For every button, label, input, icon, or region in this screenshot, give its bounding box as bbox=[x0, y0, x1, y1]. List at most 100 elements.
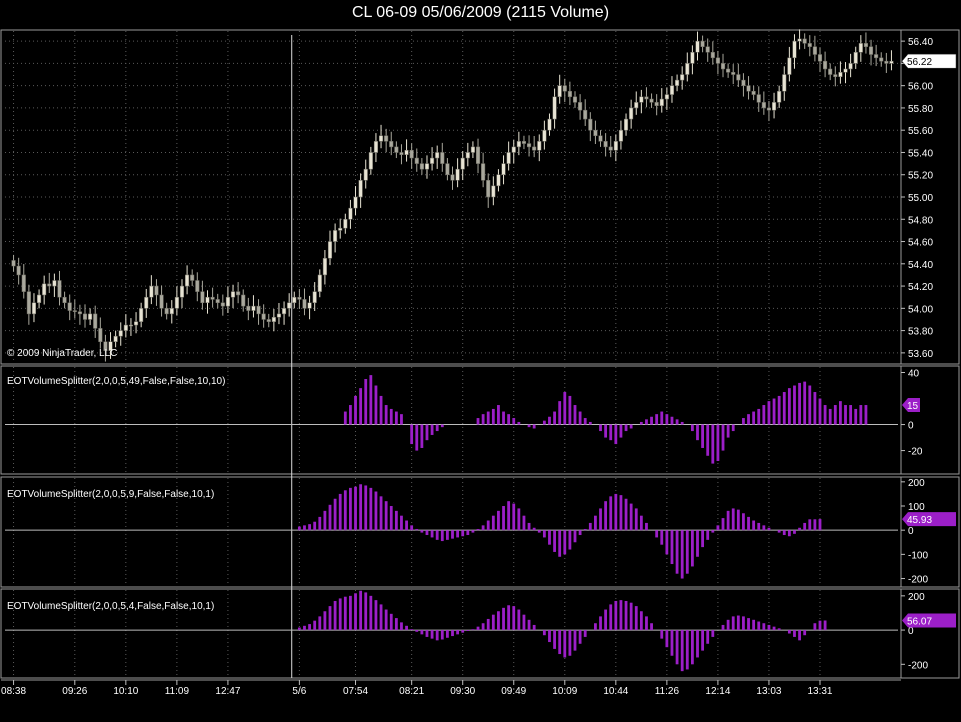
histogram-bar bbox=[844, 405, 847, 425]
candle-body bbox=[782, 74, 787, 92]
histogram-bar bbox=[818, 620, 822, 631]
candle-body bbox=[624, 118, 629, 131]
candle-body bbox=[307, 302, 312, 309]
histogram-bar bbox=[762, 623, 766, 631]
candle-body bbox=[741, 79, 746, 86]
candle-body bbox=[317, 274, 322, 292]
candle-body bbox=[373, 141, 378, 153]
indicator-tick-label: -20 bbox=[908, 447, 923, 458]
candle-body bbox=[868, 46, 874, 55]
candle-body bbox=[424, 163, 430, 170]
histogram-bar bbox=[548, 416, 551, 425]
candle-body bbox=[139, 308, 144, 322]
histogram-bar bbox=[742, 616, 745, 631]
price-tick-label: 54.20 bbox=[908, 282, 933, 293]
histogram-bar bbox=[665, 530, 669, 555]
histogram-bar bbox=[660, 411, 664, 425]
histogram-bar bbox=[711, 424, 715, 464]
price-tick-label: 56.00 bbox=[908, 82, 933, 93]
histogram-bar bbox=[394, 411, 398, 425]
histogram-bar bbox=[425, 424, 429, 441]
histogram-bar bbox=[308, 624, 311, 631]
candle-body bbox=[47, 283, 52, 287]
candle-body bbox=[118, 330, 123, 337]
histogram-bar bbox=[318, 616, 322, 631]
histogram-bar bbox=[491, 408, 495, 425]
histogram-bar bbox=[568, 530, 572, 550]
histogram-bar bbox=[369, 595, 373, 631]
histogram-bar bbox=[466, 630, 470, 631]
candle-body bbox=[787, 57, 792, 75]
histogram-bar bbox=[685, 530, 689, 574]
indicator-last-value-label: 45.93 bbox=[907, 515, 932, 526]
histogram-bar bbox=[655, 530, 659, 538]
candle-body bbox=[715, 57, 720, 64]
candle-body bbox=[812, 46, 817, 55]
histogram-bar bbox=[757, 522, 761, 531]
histogram-bar bbox=[614, 600, 618, 631]
histogram-bar bbox=[364, 379, 368, 425]
histogram-bar bbox=[486, 618, 490, 631]
histogram-bar bbox=[430, 530, 434, 538]
candle-body bbox=[77, 311, 82, 315]
histogram-bar bbox=[481, 525, 485, 531]
histogram-bar bbox=[624, 498, 628, 531]
candle-body bbox=[149, 285, 154, 298]
histogram-bar bbox=[767, 401, 771, 425]
histogram-bar bbox=[634, 508, 638, 531]
histogram-bar bbox=[609, 496, 613, 531]
histogram-bar bbox=[675, 630, 679, 665]
candle-body bbox=[414, 157, 419, 164]
price-tick-label: 55.20 bbox=[908, 171, 933, 182]
candle-body bbox=[843, 68, 848, 73]
histogram-bar bbox=[558, 630, 562, 655]
histogram-bar bbox=[502, 607, 505, 631]
candle-body bbox=[542, 129, 547, 142]
histogram-bar bbox=[645, 616, 648, 631]
candle-body bbox=[527, 143, 532, 148]
candle-body bbox=[322, 257, 327, 276]
candle-body bbox=[164, 308, 169, 315]
histogram-bar bbox=[680, 630, 684, 672]
histogram-bar bbox=[823, 405, 827, 425]
time-tick-label: 5/6 bbox=[292, 686, 306, 697]
candle-body bbox=[511, 146, 516, 153]
candle-body bbox=[358, 180, 363, 198]
histogram-bar bbox=[451, 630, 454, 637]
histogram-bar bbox=[297, 627, 301, 631]
indicator-last-value-marker bbox=[902, 613, 956, 628]
candle-body bbox=[72, 310, 77, 312]
histogram-bar bbox=[354, 395, 357, 425]
histogram-bar bbox=[548, 530, 551, 545]
candle-body bbox=[276, 313, 281, 318]
histogram-bar bbox=[563, 392, 567, 425]
histogram-bar bbox=[542, 420, 546, 425]
histogram-bar bbox=[726, 510, 730, 531]
histogram-bar bbox=[701, 630, 705, 651]
candle-body bbox=[103, 341, 108, 351]
price-tick-label: 54.00 bbox=[908, 304, 933, 315]
histogram-bar bbox=[706, 424, 710, 456]
histogram-bar bbox=[793, 385, 796, 425]
histogram-bar bbox=[364, 485, 368, 531]
histogram-bar bbox=[690, 424, 694, 432]
histogram-bar bbox=[619, 600, 623, 631]
histogram-bar bbox=[747, 618, 750, 631]
histogram-bar bbox=[512, 606, 516, 631]
last-price-marker bbox=[901, 53, 957, 69]
candle-body bbox=[261, 313, 266, 320]
histogram-bar bbox=[629, 602, 633, 631]
histogram-bar bbox=[303, 625, 306, 631]
candle-body bbox=[557, 85, 562, 98]
histogram-bar bbox=[497, 405, 500, 425]
histogram-bar bbox=[696, 424, 699, 441]
candle-body bbox=[338, 227, 343, 231]
histogram-bar bbox=[517, 508, 521, 531]
histogram-bar bbox=[706, 630, 710, 644]
histogram-bar bbox=[629, 424, 633, 429]
time-tick-label: 13:03 bbox=[756, 686, 781, 697]
histogram-bar bbox=[323, 611, 327, 631]
histogram-bar bbox=[374, 491, 378, 531]
histogram-bar bbox=[573, 630, 577, 651]
